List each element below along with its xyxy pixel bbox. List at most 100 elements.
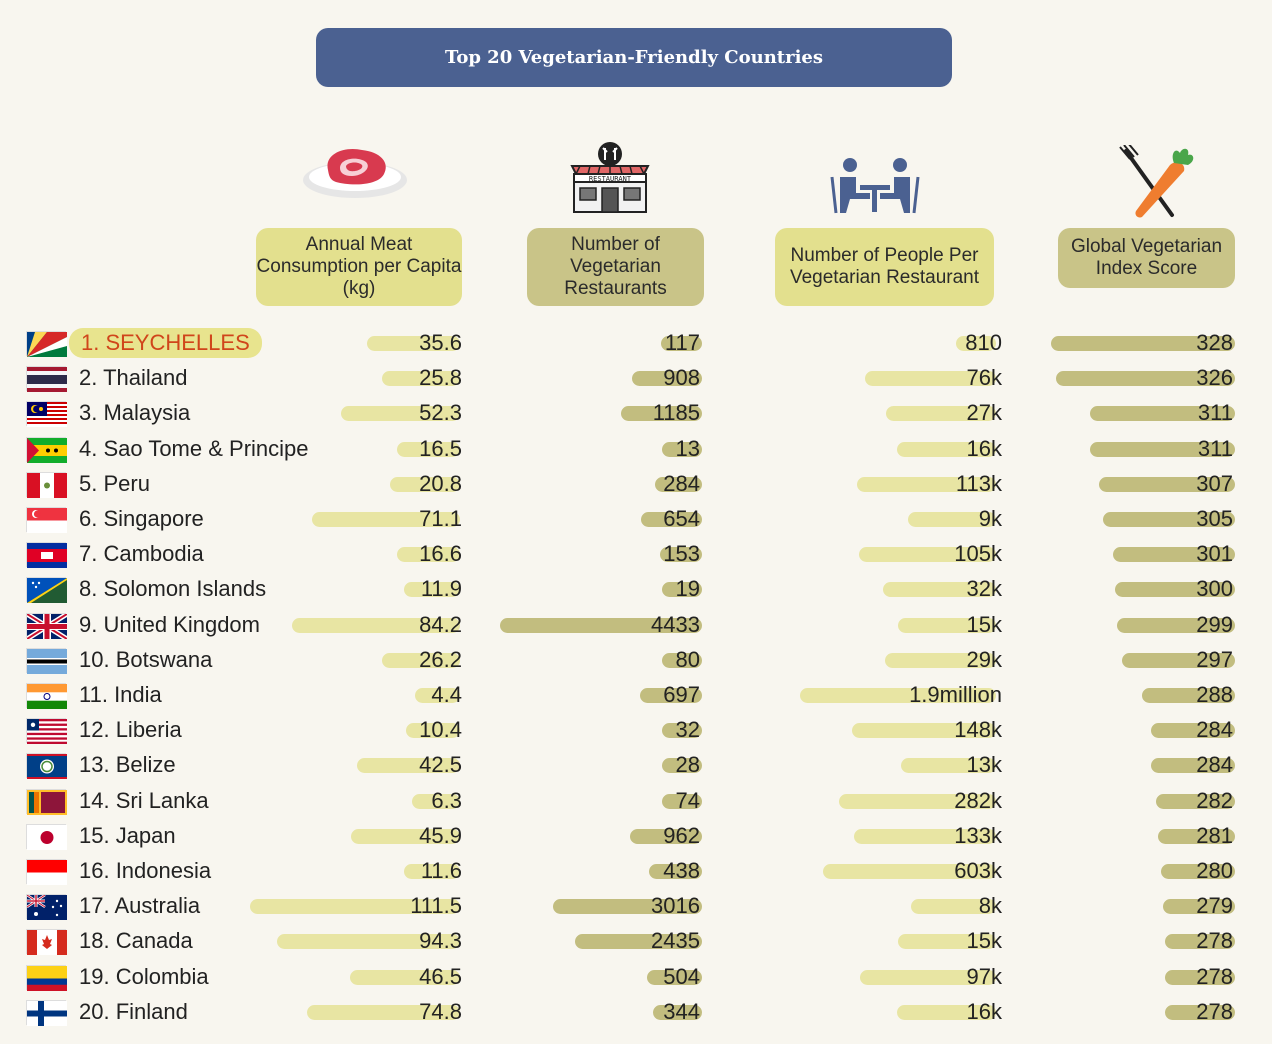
- table-row: 7. Cambodia 16.6 153 105k 301: [0, 537, 1272, 572]
- country-name: 7. Cambodia: [79, 541, 204, 567]
- country-name: 4. Sao Tome & Principe: [79, 435, 309, 461]
- value-score: 311: [1197, 400, 1233, 426]
- value-people: 148k: [954, 717, 1002, 743]
- bar-meat: [396, 547, 460, 563]
- flag-icon: [26, 436, 67, 463]
- value-restaurants: 504: [663, 963, 700, 989]
- value-meat: 26.2: [419, 646, 462, 672]
- country-name: 19. Colombia: [79, 963, 209, 989]
- value-meat: 42.5: [419, 752, 462, 778]
- value-meat: 20.8: [419, 470, 462, 496]
- value-meat: 45.9: [419, 822, 462, 848]
- bar-restaurants: [639, 688, 702, 703]
- table-row: 4. Sao Tome & Principe 16.5 13 16k 311: [0, 432, 1272, 467]
- table-row: 20. Finland 74.8 344 16k 278: [0, 995, 1272, 1030]
- value-meat: 16.5: [419, 435, 462, 461]
- bar-score: [1089, 441, 1235, 457]
- country-name: 20. Finland: [79, 998, 188, 1024]
- bar-people: [900, 758, 996, 774]
- bar-meat: [276, 934, 460, 950]
- value-restaurants: 80: [675, 646, 700, 672]
- bar-restaurants: [649, 864, 702, 879]
- flag-icon: [26, 401, 67, 428]
- header-vegetarian-restaurants: Number of Vegetarian Restaurants: [527, 228, 704, 306]
- flag-icon: [26, 471, 67, 498]
- bar-people: [860, 969, 996, 985]
- flag-icon: [26, 577, 67, 604]
- bar-people: [897, 617, 996, 633]
- bar-restaurants: [629, 828, 702, 844]
- table-row: 8. Solomon Islands 11.9 19 32k 300: [0, 572, 1272, 607]
- country-name: 13. Belize: [79, 752, 176, 778]
- value-meat: 74.8: [419, 998, 462, 1024]
- value-people: 282k: [954, 787, 1002, 813]
- bar-score: [1103, 512, 1235, 527]
- table-row: 15. Japan 45.9 962 133k 281: [0, 819, 1272, 854]
- flag-icon: [26, 823, 67, 850]
- bar-people: [910, 899, 996, 915]
- value-score: 311: [1197, 435, 1233, 461]
- value-people: 133k: [954, 822, 1002, 848]
- bar-score: [1158, 828, 1235, 844]
- bar-meat: [396, 441, 460, 457]
- header-people-per-restaurant: Number of People Per Vegetarian Restaura…: [775, 228, 994, 306]
- bar-meat: [250, 899, 460, 915]
- value-people: 105k: [954, 541, 1002, 567]
- value-restaurants: 2435: [651, 928, 700, 954]
- bar-score: [1089, 406, 1235, 422]
- value-score: 279: [1196, 893, 1233, 919]
- value-restaurants: 697: [663, 682, 700, 707]
- bar-meat: [350, 969, 460, 985]
- country-name: 14. Sri Lanka: [79, 787, 209, 813]
- flag-icon: [26, 753, 67, 780]
- bar-score: [1055, 371, 1235, 387]
- bar-score: [1117, 617, 1235, 633]
- bar-meat: [406, 723, 460, 739]
- bar-score: [1160, 864, 1235, 879]
- bar-meat: [381, 652, 460, 668]
- value-restaurants: 153: [663, 541, 700, 567]
- value-restaurants: 32: [675, 717, 700, 743]
- bar-restaurants: [662, 793, 702, 809]
- country-name: 12. Liberia: [79, 717, 182, 743]
- value-people: 9k: [978, 506, 1002, 531]
- bar-meat: [415, 688, 460, 703]
- flag-icon: [26, 542, 67, 569]
- value-score: 278: [1196, 928, 1233, 954]
- table-row: 17. Australia 111.5 3016 8k 279: [0, 889, 1272, 924]
- value-people: 76k: [966, 365, 1002, 391]
- table-row: 11. India 4.4 697 1.9million 288: [0, 678, 1272, 713]
- bar-people: [800, 688, 996, 703]
- bar-meat: [367, 336, 460, 351]
- country-name: 6. Singapore: [79, 506, 204, 531]
- value-score: 288: [1196, 682, 1233, 707]
- bar-people: [853, 828, 996, 844]
- meat-icon: [303, 148, 407, 198]
- value-meat: 11.6: [420, 858, 462, 883]
- value-score: 278: [1196, 963, 1233, 989]
- table-row: 1. SEYCHELLES 35.6 117 810 328: [0, 326, 1272, 361]
- bar-restaurants: [662, 441, 702, 457]
- value-people: 810: [965, 330, 1002, 355]
- bar-score: [1121, 652, 1235, 668]
- bar-restaurants: [659, 547, 702, 563]
- value-restaurants: 28: [675, 752, 700, 778]
- value-meat: 11.9: [420, 576, 462, 602]
- value-meat: 52.3: [419, 400, 462, 426]
- bar-people: [882, 582, 996, 598]
- value-restaurants: 1185: [652, 400, 700, 426]
- flag-icon: [26, 718, 67, 745]
- bar-score: [1142, 688, 1235, 703]
- restaurant-icon: RESTAURANT: [570, 142, 650, 213]
- flag-icon: [26, 964, 67, 991]
- svg-text:RESTAURANT: RESTAURANT: [589, 175, 632, 183]
- bar-meat: [292, 617, 460, 633]
- value-people: 27k: [966, 400, 1002, 426]
- value-score: 284: [1196, 717, 1233, 743]
- value-people: 1.9million: [909, 682, 1002, 707]
- country-name: 15. Japan: [79, 822, 176, 848]
- value-restaurants: 74: [675, 787, 700, 813]
- flag-icon: [25, 611, 69, 641]
- value-score: 284: [1196, 752, 1233, 778]
- value-meat: 25.8: [419, 365, 462, 391]
